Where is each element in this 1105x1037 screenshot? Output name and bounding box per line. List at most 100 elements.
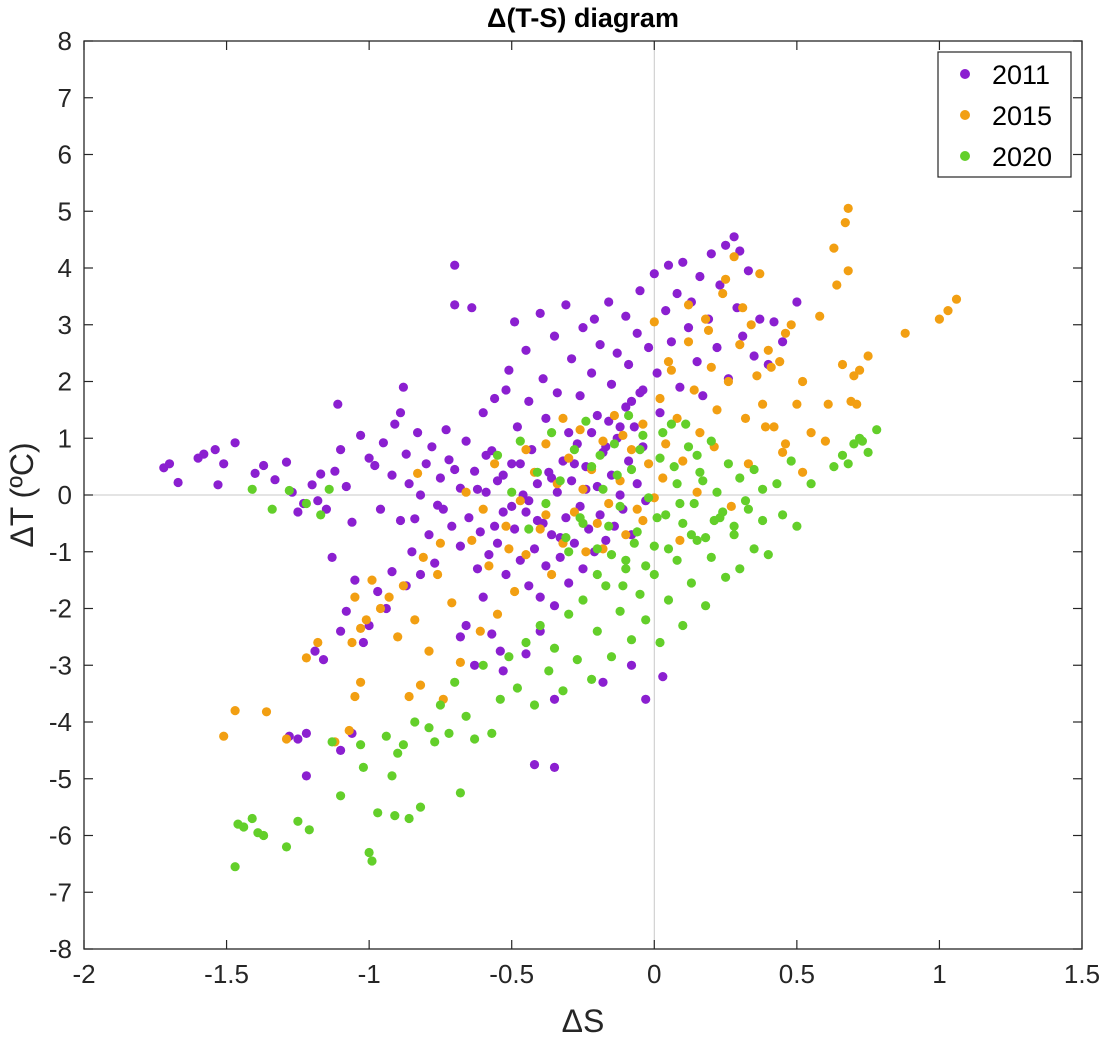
y-tick-label: 0 <box>58 480 72 510</box>
point-2020-98 <box>555 476 565 486</box>
point-2020-76 <box>806 479 816 489</box>
point-2015-26 <box>447 598 457 608</box>
point-2015-32 <box>501 521 511 531</box>
point-2011-223 <box>549 762 560 773</box>
point-2011-132 <box>492 538 503 548</box>
point-2011-180 <box>507 501 517 511</box>
point-2015-35 <box>521 550 531 560</box>
point-2011-88 <box>604 297 614 307</box>
point-2020-78 <box>837 450 848 460</box>
point-2020-106 <box>604 521 614 531</box>
point-2015-73 <box>740 413 751 423</box>
point-2020-100 <box>569 445 580 455</box>
point-2020-135 <box>618 581 628 591</box>
point-2011-214 <box>487 629 497 639</box>
point-2020-114 <box>649 541 659 551</box>
point-2011-25 <box>356 430 366 440</box>
point-2011-73 <box>549 331 560 341</box>
point-2015-50 <box>609 410 620 421</box>
chart-title: Δ(T-S) diagram <box>487 3 679 33</box>
point-2015-107 <box>504 544 514 554</box>
point-2020-139 <box>663 544 674 554</box>
point-2011-10 <box>259 460 269 471</box>
point-2015-106 <box>490 459 500 469</box>
point-2020-22 <box>410 717 420 727</box>
point-2020-6 <box>281 842 292 852</box>
point-2020-17 <box>387 771 397 781</box>
point-2011-127 <box>769 317 779 327</box>
point-2020-44 <box>572 655 582 665</box>
point-2011-107 <box>678 257 688 267</box>
point-2015-67 <box>706 362 716 372</box>
point-2015-103 <box>435 538 445 548</box>
y-tick-label: 8 <box>58 26 72 56</box>
point-2015-3 <box>281 734 292 744</box>
point-2015-74 <box>746 320 756 330</box>
point-2020-118 <box>672 479 682 489</box>
point-2015-47 <box>592 518 602 529</box>
point-2015-132 <box>766 362 776 372</box>
point-2011-210 <box>336 745 346 756</box>
point-2015-77 <box>763 345 773 355</box>
point-2015-114 <box>638 515 648 526</box>
point-2015-62 <box>678 456 688 466</box>
point-2011-197 <box>373 586 383 597</box>
point-2015-105 <box>478 504 488 514</box>
point-2015-87 <box>829 243 839 253</box>
point-2011-34 <box>401 449 411 459</box>
point-2015-58 <box>655 393 665 404</box>
point-2011-100 <box>652 368 662 378</box>
point-2015-31 <box>492 609 503 619</box>
point-2020-8 <box>304 825 314 835</box>
point-2020-151 <box>669 462 679 472</box>
point-2020-71 <box>763 550 773 560</box>
point-2011-83 <box>587 368 597 378</box>
point-2020-19 <box>393 748 403 758</box>
point-2020-146 <box>595 450 605 460</box>
y-tick-label: 6 <box>58 140 72 170</box>
point-2011-6 <box>213 480 223 490</box>
point-2020-130 <box>740 496 751 506</box>
point-2015-78 <box>769 422 779 432</box>
point-2020-70 <box>758 515 768 526</box>
point-2020-84 <box>857 436 868 446</box>
point-2015-9 <box>356 677 366 687</box>
point-2011-5 <box>210 445 220 455</box>
point-2011-222 <box>529 760 540 770</box>
point-2011-161 <box>595 510 605 520</box>
point-2015-109 <box>541 510 551 520</box>
point-2011-157 <box>584 524 594 534</box>
point-2020-58 <box>672 555 682 565</box>
point-2020-29 <box>455 788 465 798</box>
point-2020-81 <box>863 447 873 457</box>
point-2020-150 <box>658 428 668 438</box>
point-2011-92 <box>621 311 631 321</box>
point-2020-121 <box>689 498 699 509</box>
y-tick-label: 3 <box>58 310 72 340</box>
point-2011-21 <box>333 399 343 409</box>
point-2020-124 <box>706 436 716 446</box>
point-2015-33 <box>509 586 520 597</box>
point-2015-64 <box>689 385 699 395</box>
point-2015-61 <box>672 413 682 423</box>
point-2020-46 <box>587 674 597 685</box>
point-2011-60 <box>504 365 514 375</box>
point-2015-123 <box>798 467 808 477</box>
point-2015-101 <box>951 294 962 304</box>
point-2011-179 <box>515 459 525 469</box>
point-2015-117 <box>692 487 702 497</box>
point-2015-108 <box>521 445 531 455</box>
point-2011-105 <box>672 288 682 299</box>
point-2015-37 <box>535 524 545 534</box>
point-2015-1 <box>230 706 240 716</box>
point-2011-215 <box>495 646 505 656</box>
point-2020-105 <box>598 484 608 494</box>
point-2015-17 <box>393 632 403 642</box>
point-2011-173 <box>629 422 639 432</box>
point-2015-29 <box>475 626 485 636</box>
point-2011-94 <box>626 396 637 406</box>
point-2011-78 <box>567 354 577 364</box>
point-2015-84 <box>806 428 816 438</box>
point-2015-45 <box>581 547 591 557</box>
point-2020-122 <box>695 467 705 477</box>
